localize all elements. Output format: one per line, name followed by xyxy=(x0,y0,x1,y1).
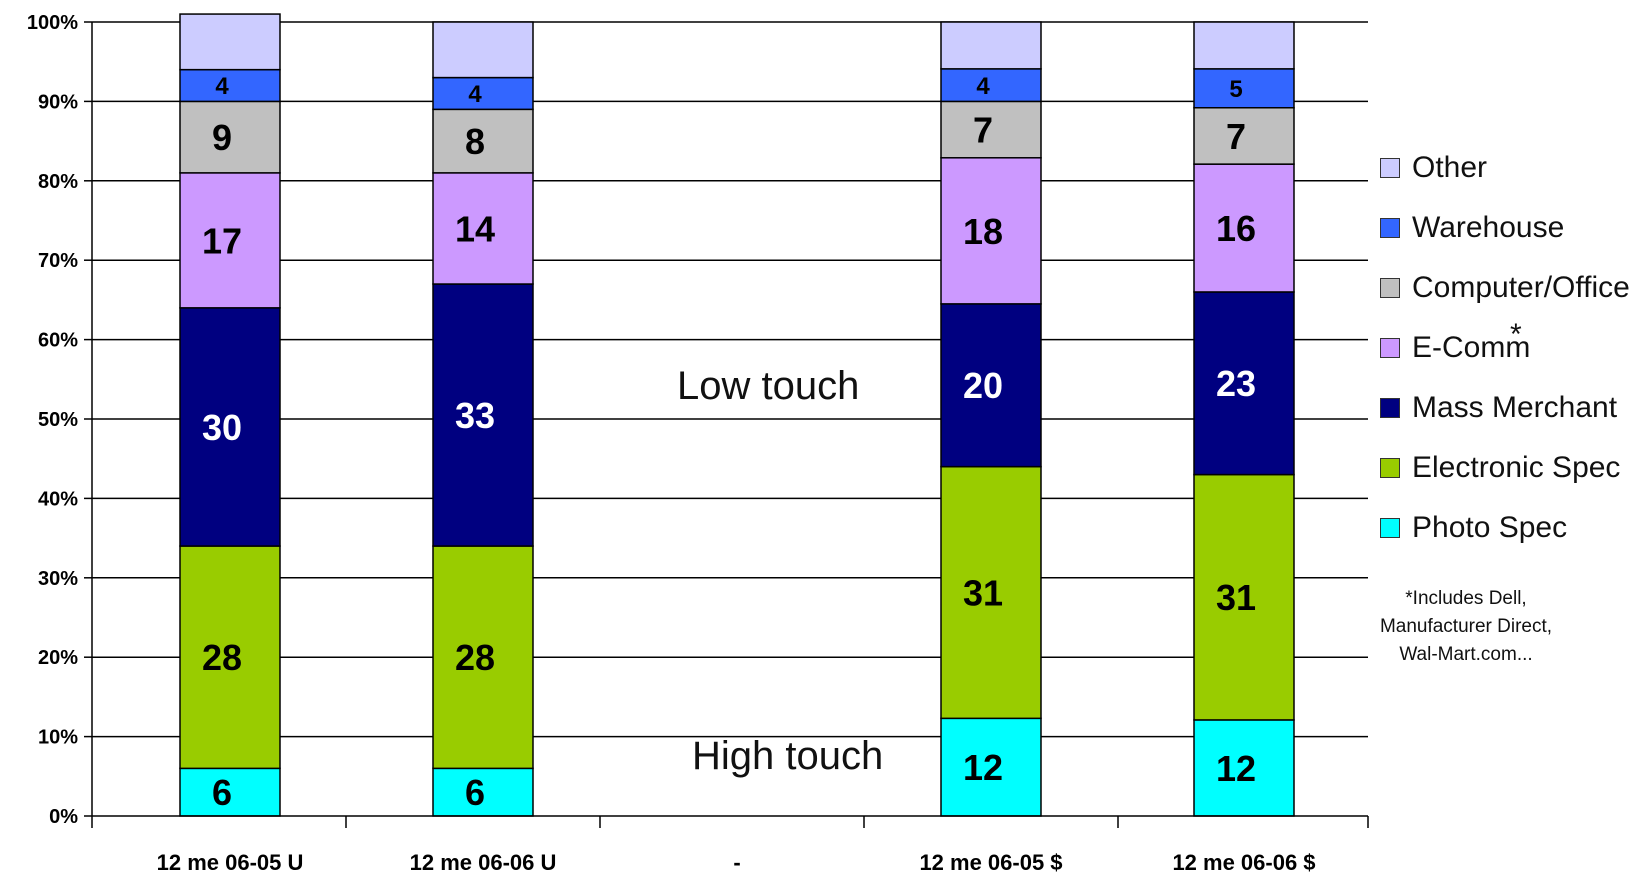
x-axis-labels: 12 me 06-05 U 12 me 06-06 U - 12 me 06-05 $… xyxy=(157,850,1316,875)
legend-swatch-mass-merchant xyxy=(1380,398,1400,418)
bar-segment-electronic-spec xyxy=(432,545,534,770)
x-tick-label: 12 me 06-06 $ xyxy=(1172,850,1315,875)
data-label: 6 xyxy=(212,772,232,813)
bar-segment-electronic-spec xyxy=(1193,473,1295,721)
legend-item-other: Other xyxy=(1380,150,1487,186)
data-label: 30 xyxy=(202,407,242,448)
data-label: 12 xyxy=(963,747,1003,788)
legend-item-warehouse: Warehouse xyxy=(1380,210,1564,246)
gridlines xyxy=(92,21,1368,738)
bar-segment-warehouse xyxy=(940,68,1042,103)
data-label: 31 xyxy=(963,572,1003,613)
bar-segment-photo-spec xyxy=(1193,719,1295,817)
legend-label-computer-office: Computer/Office xyxy=(1412,271,1630,304)
y-tick-label: 100% xyxy=(27,12,78,34)
bar-segment-mass-merchant xyxy=(179,307,281,547)
x-tick-label: 12 me 06-06 U xyxy=(410,850,557,875)
bar-segment-photo-spec xyxy=(179,767,281,817)
data-label: 14 xyxy=(455,208,495,249)
bar-segment-other xyxy=(179,13,281,71)
legend-swatch-e-comm xyxy=(1380,338,1400,358)
bar-segment-other xyxy=(940,21,1042,70)
bar-segment-other xyxy=(1193,21,1295,70)
bar-segment-warehouse xyxy=(432,76,534,111)
bar-segment-e-comm xyxy=(940,157,1042,305)
bar-segment-mass-merchant xyxy=(432,283,534,547)
legend-item-mass-merchant: Mass Merchant xyxy=(1380,390,1617,426)
legend-swatch-electronic-spec xyxy=(1380,458,1400,478)
bar-segment-computer-office xyxy=(940,100,1042,159)
data-label: 17 xyxy=(202,220,242,261)
data-label: 28 xyxy=(455,637,495,678)
axes xyxy=(84,21,1369,828)
y-tick-label: 0% xyxy=(49,806,78,828)
bar-segment-electronic-spec xyxy=(179,545,281,770)
data-label: 7 xyxy=(973,110,993,151)
legend-label-other: Other xyxy=(1412,151,1488,184)
data-label: 8 xyxy=(465,121,485,162)
data-label: 20 xyxy=(963,365,1003,406)
bar-segment-photo-spec xyxy=(940,717,1042,817)
footnote-line-3: Wal-Mart.com... xyxy=(1399,644,1533,665)
y-tick-label: 30% xyxy=(38,568,78,590)
y-tick-label: 50% xyxy=(38,409,78,431)
data-label: 7 xyxy=(1226,116,1246,157)
bar-segment-e-comm xyxy=(432,172,534,285)
legend-swatch-photo-spec xyxy=(1380,518,1400,538)
legend-label-photo-spec: Photo Spec xyxy=(1412,511,1568,544)
data-label: 16 xyxy=(1216,208,1256,249)
data-label: 9 xyxy=(212,117,232,158)
y-tick-label: 40% xyxy=(38,488,78,510)
data-label: 4 xyxy=(468,81,482,108)
data-label: 31 xyxy=(1216,577,1256,618)
legend-swatch-other xyxy=(1380,158,1400,178)
data-label: 33 xyxy=(455,395,495,436)
bar-segment-e-comm xyxy=(1193,163,1295,293)
data-label: 4 xyxy=(215,73,229,100)
legend-label-electronic-spec: Electronic Spec xyxy=(1412,451,1621,484)
legend-item-computer-office: Computer/Office xyxy=(1380,270,1630,306)
y-tick-label: 70% xyxy=(38,250,78,272)
e-comm-footnote-star: * xyxy=(1510,318,1522,351)
high-touch-annotation: High touch xyxy=(692,734,884,778)
y-tick-label: 60% xyxy=(38,330,78,352)
legend-label-mass-merchant: Mass Merchant xyxy=(1412,391,1618,424)
data-label: 28 xyxy=(202,637,242,678)
y-axis-labels: 0% 10% 20% 30% 40% 50% 60% 70% 80% 90% 100% xyxy=(27,12,78,828)
x-tick-label: 12 me 06-05 U xyxy=(157,850,304,875)
legend-label-e-comm: E-Comm xyxy=(1412,331,1531,364)
bar-segment-mass-merchant xyxy=(1193,291,1295,476)
legend-label-warehouse: Warehouse xyxy=(1412,211,1565,244)
bar-segment-mass-merchant xyxy=(940,303,1042,468)
bar-segment-electronic-spec xyxy=(940,465,1042,720)
data-label: 18 xyxy=(963,211,1003,252)
x-tick-label: 12 me 06-05 $ xyxy=(919,850,1062,875)
bar-segment-warehouse xyxy=(1193,68,1295,109)
low-touch-annotation: Low touch xyxy=(677,364,860,408)
legend-item-e-comm: E-Comm xyxy=(1380,330,1530,366)
bars: 6 28 30 17 9 4 6 28 33 14 8 4 12 31 20 18 7 4 12 31 23 16 7 5 xyxy=(179,13,1295,817)
y-tick-label: 90% xyxy=(38,91,78,113)
x-tick-label: - xyxy=(733,850,740,875)
data-label: 5 xyxy=(1229,76,1242,103)
legend-item-photo-spec: Photo Spec xyxy=(1380,510,1567,546)
legend-swatch-warehouse xyxy=(1380,218,1400,238)
y-tick-label: 10% xyxy=(38,727,78,749)
y-tick-label: 80% xyxy=(38,171,78,193)
data-label: 12 xyxy=(1216,748,1256,789)
y-tick-label: 20% xyxy=(38,647,78,669)
bar-segment-e-comm xyxy=(179,172,281,309)
legend-item-electronic-spec: Electronic Spec xyxy=(1380,450,1620,486)
footnote: *Includes Dell, Manufacturer Direct, Wal… xyxy=(1366,585,1566,669)
legend-swatch-computer-office xyxy=(1380,278,1400,298)
bar-segment-other xyxy=(432,21,534,79)
data-label: 4 xyxy=(976,73,990,100)
footnote-line-2: Manufacturer Direct, xyxy=(1379,616,1553,637)
data-label: 23 xyxy=(1216,363,1256,404)
bar-segment-warehouse xyxy=(179,68,281,103)
data-label: 6 xyxy=(465,772,485,813)
footnote-line-1: *Includes Dell, xyxy=(1405,588,1527,609)
